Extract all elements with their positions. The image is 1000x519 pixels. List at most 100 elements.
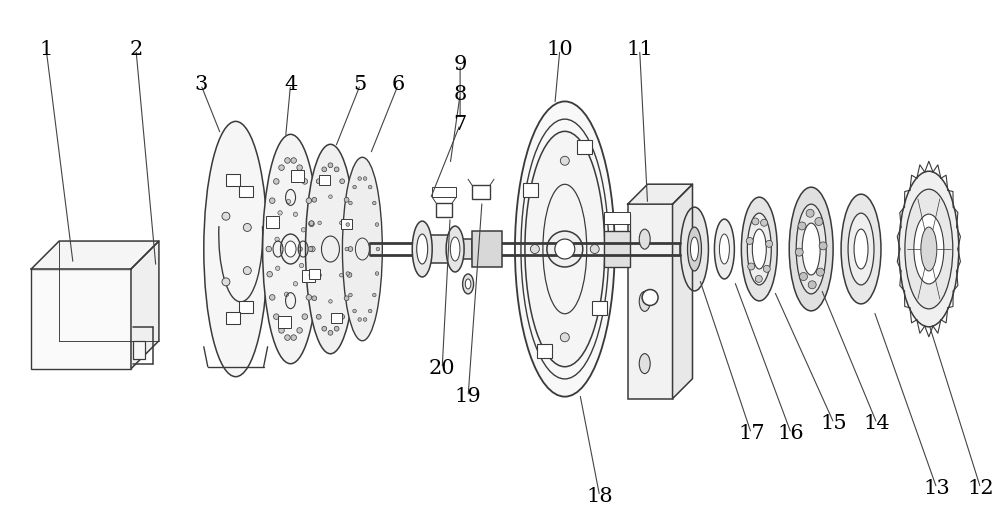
- Circle shape: [284, 292, 289, 296]
- Ellipse shape: [285, 241, 296, 257]
- Ellipse shape: [747, 213, 771, 285]
- Circle shape: [274, 179, 279, 184]
- Circle shape: [328, 163, 333, 168]
- Circle shape: [329, 299, 332, 303]
- Ellipse shape: [465, 279, 471, 289]
- Circle shape: [222, 278, 230, 286]
- Circle shape: [297, 327, 302, 333]
- Circle shape: [808, 281, 816, 289]
- Polygon shape: [673, 184, 692, 399]
- Ellipse shape: [463, 274, 474, 294]
- Circle shape: [349, 293, 352, 297]
- Circle shape: [301, 228, 306, 232]
- Circle shape: [368, 185, 372, 189]
- Bar: [302, 270, 315, 282]
- Ellipse shape: [841, 194, 881, 304]
- Bar: [628, 204, 673, 399]
- Circle shape: [299, 263, 304, 268]
- Ellipse shape: [306, 144, 355, 354]
- Bar: [291, 170, 304, 182]
- Circle shape: [555, 239, 575, 259]
- Circle shape: [243, 224, 251, 231]
- Circle shape: [275, 237, 279, 241]
- Circle shape: [755, 276, 762, 282]
- Circle shape: [363, 177, 367, 180]
- Circle shape: [269, 198, 275, 203]
- Circle shape: [334, 167, 339, 172]
- Bar: [604, 212, 630, 224]
- Ellipse shape: [412, 221, 432, 277]
- Circle shape: [329, 195, 332, 198]
- Circle shape: [372, 293, 376, 297]
- Circle shape: [266, 246, 272, 252]
- Circle shape: [222, 212, 230, 220]
- Circle shape: [334, 326, 339, 331]
- Ellipse shape: [796, 204, 826, 294]
- Circle shape: [358, 177, 361, 180]
- Bar: [239, 301, 253, 312]
- Circle shape: [285, 335, 290, 340]
- Circle shape: [279, 327, 284, 333]
- Ellipse shape: [914, 214, 944, 284]
- Bar: [266, 216, 279, 228]
- Text: 20: 20: [429, 359, 455, 378]
- Text: 10: 10: [546, 40, 573, 59]
- Circle shape: [368, 309, 372, 313]
- Text: 12: 12: [967, 479, 994, 498]
- Ellipse shape: [681, 207, 708, 291]
- Ellipse shape: [789, 187, 833, 311]
- Circle shape: [309, 221, 314, 227]
- Ellipse shape: [719, 234, 729, 264]
- Circle shape: [816, 268, 824, 276]
- Circle shape: [308, 247, 313, 251]
- Circle shape: [376, 247, 380, 251]
- Circle shape: [349, 201, 352, 205]
- Circle shape: [285, 158, 290, 163]
- Ellipse shape: [204, 121, 268, 377]
- Circle shape: [279, 165, 284, 170]
- Circle shape: [748, 263, 755, 270]
- Circle shape: [328, 331, 333, 335]
- Text: 3: 3: [194, 75, 207, 94]
- Circle shape: [291, 335, 296, 340]
- Text: 14: 14: [864, 414, 890, 433]
- Circle shape: [795, 248, 803, 256]
- Circle shape: [318, 274, 321, 277]
- Bar: [331, 313, 342, 323]
- Text: 19: 19: [455, 387, 481, 406]
- Circle shape: [340, 179, 345, 184]
- Circle shape: [339, 221, 343, 225]
- Text: 11: 11: [626, 40, 653, 59]
- Circle shape: [302, 314, 308, 319]
- Circle shape: [344, 296, 349, 301]
- Circle shape: [590, 244, 599, 253]
- Bar: [239, 185, 253, 198]
- Ellipse shape: [450, 237, 460, 261]
- Circle shape: [347, 221, 352, 226]
- Circle shape: [815, 217, 823, 226]
- Ellipse shape: [687, 227, 701, 271]
- Circle shape: [309, 272, 314, 277]
- Polygon shape: [131, 241, 159, 368]
- Circle shape: [298, 247, 303, 251]
- Circle shape: [346, 223, 350, 226]
- Circle shape: [267, 221, 272, 227]
- Circle shape: [243, 267, 251, 275]
- Ellipse shape: [525, 131, 605, 367]
- Circle shape: [306, 295, 312, 300]
- Circle shape: [278, 211, 282, 215]
- Circle shape: [345, 247, 349, 251]
- Circle shape: [309, 221, 314, 226]
- Bar: [133, 341, 145, 359]
- Bar: [592, 301, 607, 315]
- Text: 9: 9: [453, 55, 467, 74]
- Circle shape: [322, 326, 327, 331]
- Bar: [226, 312, 240, 324]
- Circle shape: [339, 274, 343, 277]
- Circle shape: [746, 237, 753, 244]
- Circle shape: [547, 231, 583, 267]
- Ellipse shape: [639, 229, 650, 249]
- Bar: [577, 140, 592, 154]
- Circle shape: [752, 218, 759, 225]
- Bar: [450, 239, 472, 259]
